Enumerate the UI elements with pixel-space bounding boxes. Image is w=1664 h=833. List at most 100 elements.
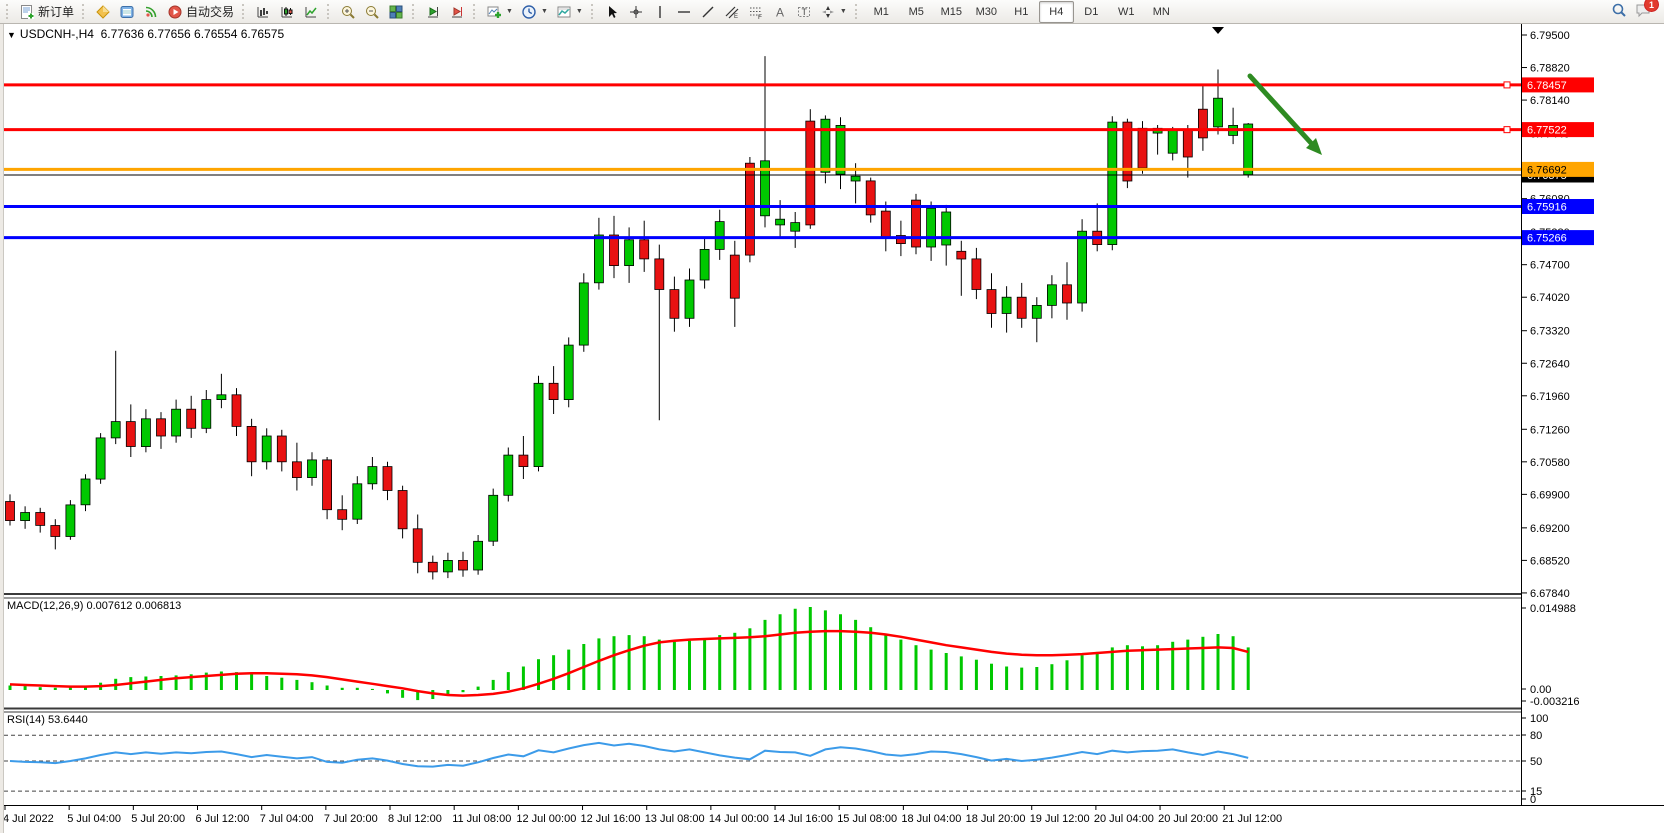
price-tick-label: 6.74700 — [1530, 260, 1570, 272]
zoom-in-button[interactable] — [336, 1, 360, 23]
chat-button[interactable]: 1 — [1635, 0, 1659, 21]
toolbar-grip[interactable] — [854, 4, 860, 19]
time-tick-label: 18 Jul 20:00 — [966, 813, 1026, 825]
rsi-axis-label: 80 — [1530, 730, 1542, 742]
bear-candle — [654, 258, 665, 290]
macd-signal-line — [9, 629, 1249, 697]
bull-candle — [307, 459, 317, 478]
equidistant-channel-tool-button[interactable]: E — [720, 1, 744, 23]
main-toolbar: 新订单 自动交易 — [0, 0, 1664, 24]
price-tick-label: 6.73320 — [1530, 326, 1570, 338]
bull-candle — [80, 478, 91, 506]
price-tick-label: 6.71260 — [1530, 424, 1570, 436]
text-label-tool-button[interactable]: T — [792, 1, 816, 23]
trend-arrow-annotation[interactable] — [1247, 73, 1322, 155]
time-tick-label: 20 Jul 20:00 — [1158, 813, 1218, 825]
bull-candle — [594, 234, 604, 284]
bear-candle — [1016, 296, 1027, 319]
toolbar-grip[interactable] — [6, 4, 11, 19]
bull-candle — [20, 512, 31, 522]
bar-chart-button[interactable] — [251, 1, 275, 23]
price-tag: 6.76692 — [1522, 161, 1594, 177]
bear-candle — [246, 425, 257, 463]
crosshair-tool-button[interactable] — [624, 1, 648, 23]
indicators-dropdown-caret: ▼ — [506, 8, 513, 15]
candlestick-chart-button[interactable] — [275, 1, 299, 23]
bear-candle — [896, 235, 906, 245]
price-tick-label: 6.74020 — [1530, 292, 1570, 304]
price-tick-label: 6.78140 — [1530, 95, 1570, 107]
autotrade-button[interactable]: 自动交易 — [163, 1, 238, 23]
bull-candle — [684, 279, 695, 319]
fibonacci-tool-button[interactable]: F — [744, 1, 768, 23]
bull-candle — [261, 435, 272, 463]
indicators-button[interactable]: ▼ — [482, 1, 517, 23]
bull-candle — [533, 382, 544, 467]
arrows-tool-button[interactable]: ▼ — [816, 1, 851, 23]
bull-candle — [201, 399, 212, 429]
timeframe-button-w1[interactable]: W1 — [1118, 5, 1135, 18]
timeframe-button-h4[interactable]: H4 — [1038, 0, 1074, 23]
time-tick-label: 12 Jul 16:00 — [581, 813, 641, 825]
timeframe-button-h1[interactable]: H1 — [1014, 5, 1029, 18]
price-tag-text: 6.77522 — [1527, 125, 1567, 137]
hline-objects-layer[interactable] — [4, 81, 1521, 240]
timeframe-button-m30[interactable]: M30 — [975, 5, 997, 18]
bear-candle — [186, 408, 197, 429]
templates-button[interactable]: ▼ — [552, 1, 587, 23]
candles-layer — [5, 56, 1254, 580]
auto-scroll-button[interactable] — [421, 1, 445, 23]
time-tick-label: 14 Jul 00:00 — [709, 813, 769, 825]
bear-candle — [1137, 127, 1148, 169]
time-axis[interactable]: 4 Jul 2022 5 Jul 04:00 5 Jul 20:00 6 Jul 12… — [3, 806, 1282, 825]
toolbar-right: 1 — [1611, 0, 1662, 21]
toolbar-grip[interactable] — [473, 4, 478, 19]
line-chart-button[interactable] — [299, 1, 323, 23]
bull-candle — [216, 394, 227, 400]
templates-dropdown-caret: ▼ — [575, 8, 583, 15]
trendline-tool-button[interactable] — [696, 1, 720, 23]
chart-shift-marker[interactable] — [1212, 27, 1224, 34]
chart-shift-button[interactable] — [445, 1, 469, 23]
new-order-label: 新订单 — [38, 5, 75, 19]
toolbar-grip[interactable] — [242, 4, 247, 19]
vertical-line-tool-button[interactable] — [648, 1, 672, 23]
hline-handle — [1503, 126, 1511, 134]
tile-windows-button[interactable] — [384, 1, 408, 23]
toolbar-grip[interactable] — [590, 4, 596, 19]
time-tick-label: 7 Jul 20:00 — [324, 813, 378, 825]
price-tick-label: 6.67840 — [1530, 588, 1570, 600]
bear-candle — [1062, 284, 1072, 304]
price-axis[interactable]: 6.795006.788206.781406.774406.767606.760… — [0, 24, 1664, 806]
data-window-button[interactable] — [115, 1, 139, 23]
signals-button[interactable] — [139, 1, 163, 23]
time-tick-label: 13 Jul 08:00 — [645, 813, 705, 825]
bull-candle — [1001, 296, 1012, 314]
market-watch-button[interactable] — [91, 1, 115, 23]
time-tick-label: 5 Jul 20:00 — [131, 813, 185, 825]
bear-candle — [1198, 108, 1208, 139]
cursor-tool-button[interactable] — [600, 1, 624, 23]
data-window-icon — [119, 4, 135, 20]
text-tool-button[interactable]: A — [768, 1, 792, 23]
bear-candle — [322, 459, 333, 511]
timeframe-button-m15[interactable]: M15 — [940, 5, 962, 18]
price-tag-text: 6.75916 — [1527, 202, 1567, 214]
price-tick-label: 6.71960 — [1530, 391, 1570, 403]
timeframe-button-d1[interactable]: D1 — [1084, 5, 1099, 18]
zoom-out-button[interactable] — [360, 1, 384, 23]
search-icon[interactable] — [1611, 2, 1627, 21]
new-order-button[interactable]: 新订单 — [15, 1, 78, 23]
timeframe-button-m5[interactable]: M5 — [908, 5, 924, 18]
toolbar-grip[interactable] — [82, 4, 87, 19]
periods-button[interactable]: ▼ — [517, 1, 552, 23]
horizontal-line-tool-button[interactable] — [672, 1, 696, 23]
toolbar-grip[interactable] — [412, 4, 417, 19]
time-tick-label: 20 Jul 04:00 — [1094, 813, 1154, 825]
timeframe-button-mn[interactable]: MN — [1152, 5, 1170, 18]
time-tick-label: 11 Jul 08:00 — [452, 813, 511, 825]
time-tick-label: 21 Jul 12:00 — [1222, 813, 1282, 825]
toolbar-grip[interactable] — [327, 4, 332, 19]
timeframe-button-m1[interactable]: M1 — [873, 5, 889, 18]
